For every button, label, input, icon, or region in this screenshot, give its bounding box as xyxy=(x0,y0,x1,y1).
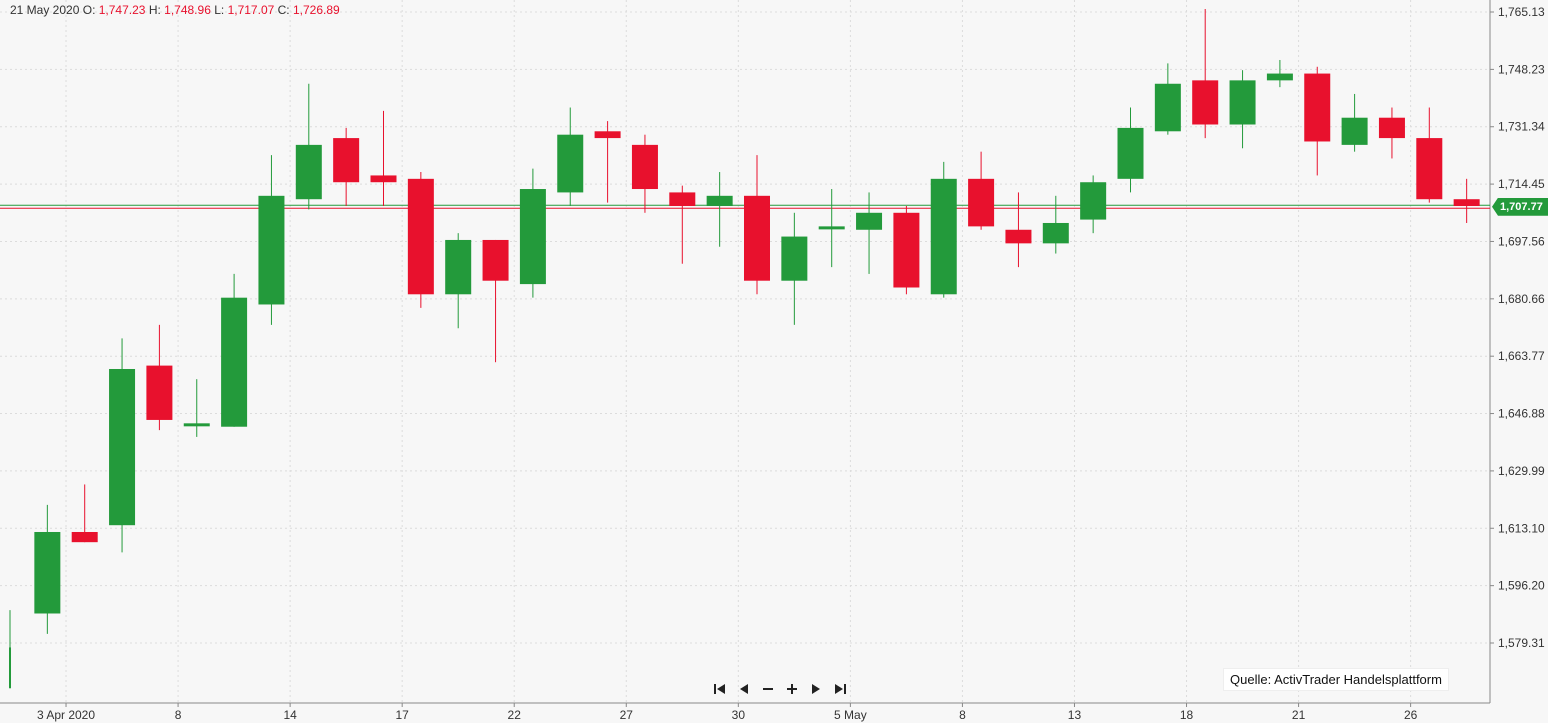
candle-body xyxy=(221,297,248,427)
candle-body xyxy=(295,144,322,200)
candle-body xyxy=(1192,80,1219,125)
close-label: C: xyxy=(277,3,290,17)
candle-body xyxy=(407,178,434,295)
candle-body xyxy=(482,239,509,281)
zoom-out-icon[interactable] xyxy=(760,680,776,698)
x-tick-label: 5 May xyxy=(834,708,867,722)
x-tick-label: 21 xyxy=(1292,708,1306,722)
chart-navigation xyxy=(712,680,848,698)
y-tick-label: 1,731.34 xyxy=(1498,120,1545,134)
candle-body xyxy=(71,531,98,543)
zoom-in-icon[interactable] xyxy=(784,680,800,698)
candle-body xyxy=(1341,117,1368,145)
skip-to-start-icon[interactable] xyxy=(712,680,728,698)
candle-body xyxy=(370,175,397,183)
y-tick-label: 1,765.13 xyxy=(1498,5,1545,19)
candle-body xyxy=(9,647,11,689)
candle-body xyxy=(968,178,995,227)
y-tick-label: 1,613.10 xyxy=(1498,521,1545,535)
candle-body xyxy=(519,189,546,285)
low-value: 1,717.07 xyxy=(227,3,275,17)
x-tick-label: 17 xyxy=(395,708,409,722)
scroll-right-icon[interactable] xyxy=(808,680,824,698)
candle-body xyxy=(594,131,621,139)
x-tick-label: 3 Apr 2020 xyxy=(37,708,95,722)
candle-body xyxy=(893,212,920,288)
low-label: L: xyxy=(214,3,225,17)
open-label: O: xyxy=(82,3,96,17)
candle-body xyxy=(1229,80,1256,125)
x-tick-label: 27 xyxy=(620,708,634,722)
candle-body xyxy=(1117,127,1144,179)
y-tick-label: 1,596.20 xyxy=(1498,579,1545,593)
candle-body xyxy=(1266,73,1293,81)
candle-body xyxy=(258,195,285,305)
candle-body xyxy=(333,138,360,183)
candle-body xyxy=(706,195,733,206)
candle-body xyxy=(445,239,472,295)
x-tick-label: 8 xyxy=(959,708,966,722)
source-label: Quelle: ActivTrader Handelsplattform xyxy=(1223,668,1449,691)
high-label: H: xyxy=(148,3,161,17)
x-tick-label: 14 xyxy=(283,708,297,722)
candle-body xyxy=(109,368,136,526)
x-tick-label: 8 xyxy=(175,708,182,722)
candle-body xyxy=(146,365,173,420)
candle-body xyxy=(1042,222,1069,244)
candle-body xyxy=(781,236,808,281)
close-value: 1,726.89 xyxy=(292,3,340,17)
candle-body xyxy=(183,423,210,427)
scroll-left-icon[interactable] xyxy=(736,680,752,698)
ohlc-readout: 21 May 2020 O: 1,747.23 H: 1,748.96 L: 1… xyxy=(10,3,340,17)
candle-body xyxy=(818,226,845,230)
current-price-tag: 1,707.77 xyxy=(1492,197,1548,216)
y-tick-label: 1,629.99 xyxy=(1498,464,1545,478)
y-tick-label: 1,579.31 xyxy=(1498,636,1545,650)
candle-body xyxy=(557,134,584,193)
candle-body xyxy=(856,212,883,230)
readout-date: 21 May 2020 xyxy=(10,3,80,17)
y-tick-label: 1,714.45 xyxy=(1498,177,1545,191)
candle-body xyxy=(1154,83,1181,132)
candle-body xyxy=(669,192,696,206)
candle-body xyxy=(34,531,61,614)
x-tick-label: 30 xyxy=(732,708,746,722)
candle-body xyxy=(744,195,770,281)
candle-body xyxy=(631,144,658,190)
candle-body xyxy=(1304,73,1331,142)
candle-body xyxy=(1005,229,1032,244)
candle-body xyxy=(1453,199,1480,206)
x-tick-label: 22 xyxy=(508,708,522,722)
high-value: 1,748.96 xyxy=(164,3,211,17)
x-tick-label: 13 xyxy=(1068,708,1082,722)
x-tick-label: 18 xyxy=(1180,708,1194,722)
candle-body xyxy=(1378,117,1405,139)
open-value: 1,747.23 xyxy=(98,3,146,17)
y-tick-label: 1,663.77 xyxy=(1498,349,1545,363)
y-tick-label: 1,748.23 xyxy=(1498,62,1545,76)
candle-body xyxy=(1416,138,1443,200)
y-tick-label: 1,680.66 xyxy=(1498,292,1545,306)
candle-body xyxy=(930,178,957,295)
candle-body xyxy=(1080,182,1107,220)
skip-to-end-icon[interactable] xyxy=(832,680,848,698)
y-tick-label: 1,646.88 xyxy=(1498,407,1545,421)
x-tick-label: 26 xyxy=(1404,708,1418,722)
y-tick-label: 1,697.56 xyxy=(1498,234,1545,248)
